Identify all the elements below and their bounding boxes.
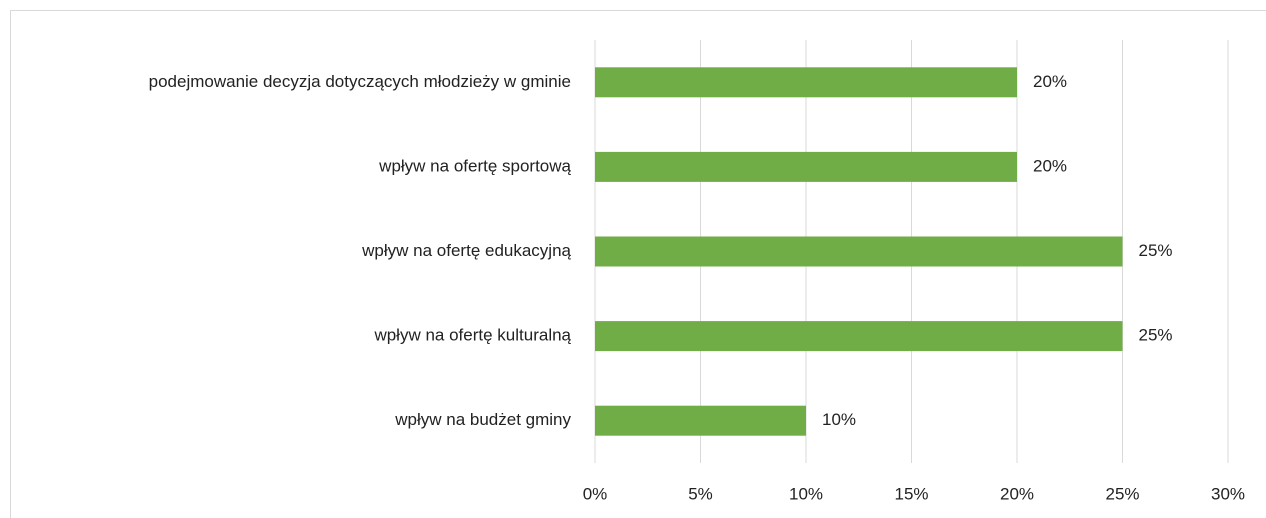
data-label: 20%	[1033, 72, 1067, 91]
bar	[595, 236, 1123, 267]
y-tick-label: wpływ na ofertę sportową	[378, 156, 571, 175]
x-tick-label: 20%	[1000, 484, 1034, 503]
bar	[595, 67, 1017, 98]
y-tick-label: wpływ na ofertę kulturalną	[373, 326, 571, 345]
bar	[595, 151, 1017, 182]
x-tick-label: 15%	[894, 484, 928, 503]
y-tick-label: wpływ na budżet gminy	[394, 410, 571, 429]
x-tick-label: 5%	[688, 484, 713, 503]
bar	[595, 321, 1123, 352]
data-label: 20%	[1033, 156, 1067, 175]
bar	[595, 405, 806, 436]
y-tick-label: wpływ na ofertę edukacyjną	[361, 241, 571, 260]
x-tick-label: 10%	[789, 484, 823, 503]
x-tick-label: 30%	[1211, 484, 1245, 503]
data-label: 25%	[1139, 326, 1173, 345]
x-tick-label: 0%	[583, 484, 608, 503]
chart-frame	[10, 10, 1266, 518]
x-tick-label: 25%	[1105, 484, 1139, 503]
data-label: 10%	[822, 410, 856, 429]
data-label: 25%	[1139, 241, 1173, 260]
y-tick-label: podejmowanie decyzja dotyczących młodzie…	[149, 72, 571, 91]
